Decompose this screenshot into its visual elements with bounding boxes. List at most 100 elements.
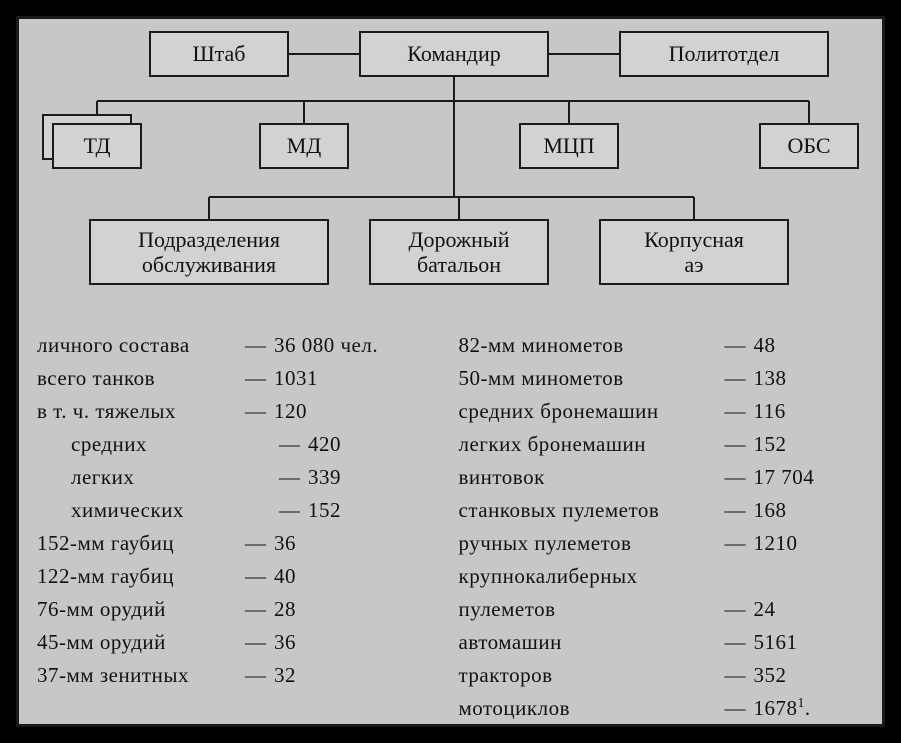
stats-value: 32 bbox=[274, 659, 296, 692]
org-md: МД bbox=[259, 123, 349, 169]
stats-dash: — bbox=[237, 560, 274, 593]
org-shtab: Штаб bbox=[149, 31, 289, 77]
org-dor-label-l1: Дорожный bbox=[409, 227, 510, 252]
stats-dash: — bbox=[717, 428, 754, 461]
stats-row: 50-мм минометов—138 bbox=[459, 362, 871, 395]
stats-row: 45-мм орудий—36 bbox=[37, 626, 449, 659]
stats-label: мотоциклов bbox=[459, 692, 717, 725]
stats-label: 37-мм зенитных bbox=[37, 659, 237, 692]
stats-value: 36 080 чел. bbox=[274, 329, 378, 362]
stats-row: пулеметов—24 bbox=[459, 593, 871, 626]
stats-dash: — bbox=[271, 461, 308, 494]
org-korp-label: Корпусная аэ bbox=[644, 227, 744, 278]
stats-dash: — bbox=[717, 461, 754, 494]
stats-label: легких bbox=[37, 461, 271, 494]
stats-value: 24 bbox=[754, 593, 776, 626]
stats-value: 168 bbox=[754, 494, 787, 527]
stats-label: в т. ч. тяжелых bbox=[37, 395, 237, 428]
org-md-label: МД bbox=[287, 133, 322, 158]
stats-label: 122-мм гаубиц bbox=[37, 560, 237, 593]
stats-dash: — bbox=[717, 659, 754, 692]
stats-label: легких бронемашин bbox=[459, 428, 717, 461]
stats-label: личного состава bbox=[37, 329, 237, 362]
stats-value: 40 bbox=[274, 560, 296, 593]
stats-label: 50-мм минометов bbox=[459, 362, 717, 395]
stats-value: 1210 bbox=[754, 527, 798, 560]
org-mcp: МЦП bbox=[519, 123, 619, 169]
org-politotdel: Политотдел bbox=[619, 31, 829, 77]
stats-value: 152 bbox=[308, 494, 341, 527]
org-dor-label-l2: батальон bbox=[417, 252, 501, 277]
stats-label: всего танков bbox=[37, 362, 237, 395]
stats-row: средних—420 bbox=[37, 428, 449, 461]
stats-dash: — bbox=[717, 593, 754, 626]
stats-row: 82-мм минометов—48 bbox=[459, 329, 871, 362]
org-obs: ОБС bbox=[759, 123, 859, 169]
stats-dash: — bbox=[717, 626, 754, 659]
stats-label: 152-мм гаубиц bbox=[37, 527, 237, 560]
footnote-marker: 1 bbox=[798, 695, 805, 710]
stats-col-left: личного состава—36 080 чел.всего танков—… bbox=[37, 329, 449, 725]
stats-row: химических—152 bbox=[37, 494, 449, 527]
stats-label: пулеметов bbox=[459, 593, 717, 626]
org-politotdel-label: Политотдел bbox=[669, 41, 780, 66]
stats-dash: — bbox=[237, 362, 274, 395]
stats-label: 76-мм орудий bbox=[37, 593, 237, 626]
stats-dash: — bbox=[237, 329, 274, 362]
stats-row: легких бронемашин—152 bbox=[459, 428, 871, 461]
org-podr: Подразделения обслуживания bbox=[89, 219, 329, 285]
stats-value: 420 bbox=[308, 428, 341, 461]
stats-value: 339 bbox=[308, 461, 341, 494]
org-obs-label: ОБС bbox=[787, 133, 830, 158]
stats-label: винтовок bbox=[459, 461, 717, 494]
stats-row: ручных пулеметов—1210 bbox=[459, 527, 871, 560]
stats-row: мотоциклов—16781. bbox=[459, 692, 871, 725]
org-podr-label-l2: обслуживания bbox=[142, 252, 276, 277]
stats-row: средних бронемашин—116 bbox=[459, 395, 871, 428]
stats-row: 122-мм гаубиц—40 bbox=[37, 560, 449, 593]
stats-label: 82-мм минометов bbox=[459, 329, 717, 362]
org-podr-label: Подразделения обслуживания bbox=[138, 227, 280, 278]
stats-value: 120 bbox=[274, 395, 307, 428]
org-td: ТД bbox=[52, 123, 142, 169]
stats-dash: — bbox=[271, 494, 308, 527]
org-korp-label-l1: Корпусная bbox=[644, 227, 744, 252]
org-mcp-label: МЦП bbox=[543, 133, 594, 158]
stats-value: 28 bbox=[274, 593, 296, 626]
stats-dash: — bbox=[237, 527, 274, 560]
stats-dash: — bbox=[237, 593, 274, 626]
stats-label: станковых пулеметов bbox=[459, 494, 717, 527]
org-korp-label-l2: аэ bbox=[684, 252, 703, 277]
stats-value: 352 bbox=[754, 659, 787, 692]
stats-row: 152-мм гаубиц—36 bbox=[37, 527, 449, 560]
stats-row: тракторов—352 bbox=[459, 659, 871, 692]
stats-dash: — bbox=[237, 626, 274, 659]
stats-row: личного состава—36 080 чел. bbox=[37, 329, 449, 362]
stats-row: 37-мм зенитных—32 bbox=[37, 659, 449, 692]
stats-value: 152 bbox=[754, 428, 787, 461]
stats-row: в т. ч. тяжелых—120 bbox=[37, 395, 449, 428]
org-shtab-label: Штаб bbox=[192, 41, 245, 66]
stats-row: всего танков—1031 bbox=[37, 362, 449, 395]
stats-label: тракторов bbox=[459, 659, 717, 692]
stats-row: крупнокалиберных bbox=[459, 560, 871, 593]
stats-value: 138 bbox=[754, 362, 787, 395]
stats-value: 1031 bbox=[274, 362, 318, 395]
stats-dash: — bbox=[237, 659, 274, 692]
org-td-label: ТД bbox=[83, 133, 110, 158]
stats-dash: — bbox=[717, 395, 754, 428]
stats-dash: — bbox=[717, 494, 754, 527]
stats-row: автомашин—5161 bbox=[459, 626, 871, 659]
stats-value: 16781. bbox=[754, 692, 811, 725]
org-komandir: Командир bbox=[359, 31, 549, 77]
stats-col-right: 82-мм минометов—4850-мм минометов—138сре… bbox=[459, 329, 871, 725]
stats-dash: — bbox=[717, 329, 754, 362]
stats-row: винтовок—17 704 bbox=[459, 461, 871, 494]
org-dor-label: Дорожный батальон bbox=[409, 227, 510, 278]
stats-value: 36 bbox=[274, 527, 296, 560]
stats-dash: — bbox=[717, 692, 754, 725]
org-komandir-label: Командир bbox=[407, 41, 500, 66]
stats-row: станковых пулеметов—168 bbox=[459, 494, 871, 527]
stats-value: 116 bbox=[754, 395, 786, 428]
stats-value: 48 bbox=[754, 329, 776, 362]
